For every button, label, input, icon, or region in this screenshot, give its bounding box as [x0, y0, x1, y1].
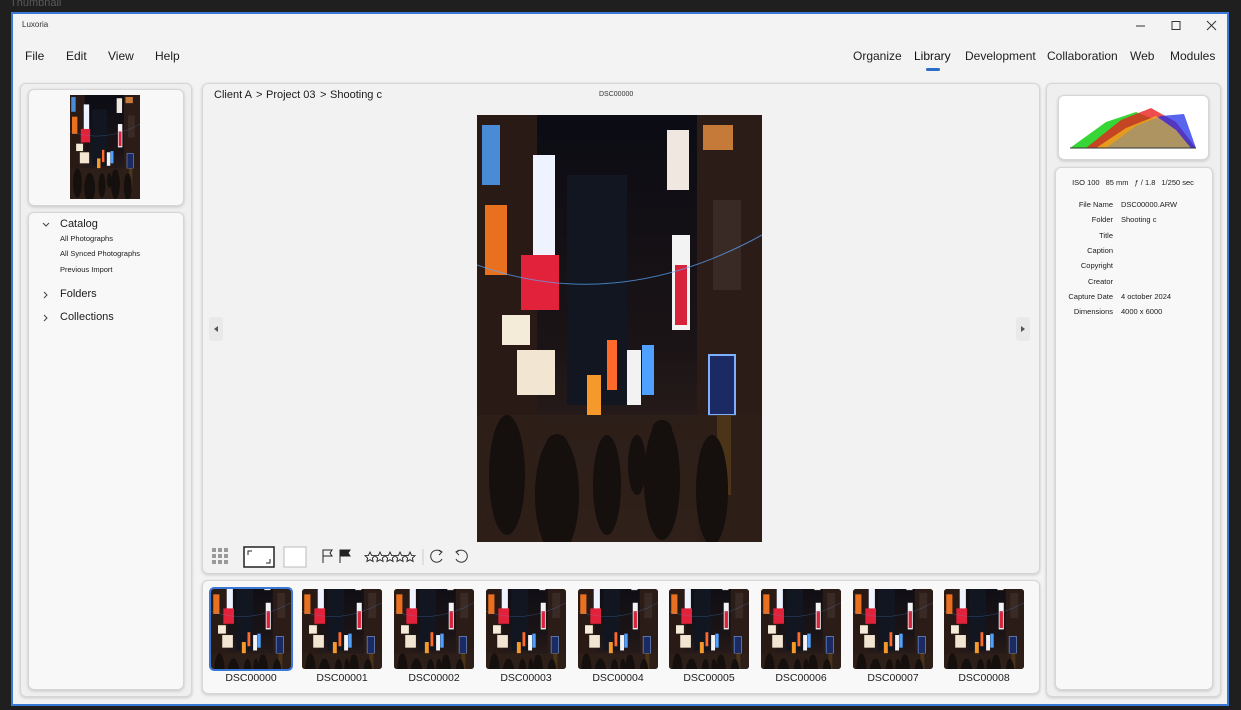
film-thumbnail[interactable] [944, 589, 1024, 669]
film-thumbnail[interactable] [302, 589, 382, 669]
breadcrumb-separator: > [320, 89, 327, 101]
film-label[interactable]: DSC00002 [408, 672, 460, 684]
info-card [1055, 167, 1213, 690]
breadcrumb-item[interactable]: Project 03 [266, 89, 316, 101]
metadata-label: Folder [1091, 215, 1113, 225]
breadcrumb-separator: > [256, 89, 263, 101]
image-name: DSC00000 [599, 91, 634, 98]
tree-leaf[interactable]: All Photographs [60, 234, 113, 243]
film-label[interactable]: DSC00003 [500, 672, 552, 684]
metadata-label: File Name [1078, 200, 1113, 209]
nav-tab[interactable]: Modules [1170, 49, 1216, 63]
nav-tab[interactable]: Organize [853, 49, 902, 63]
metadata-label: Capture Date [1068, 291, 1113, 301]
tree-node[interactable]: Collections [60, 310, 114, 323]
metadata-label: Dimensions [1073, 307, 1113, 317]
metadata-value: 4 october 2024 [1121, 291, 1172, 301]
film-thumbnail[interactable] [761, 589, 841, 669]
tree-node[interactable]: Folders [60, 287, 97, 300]
breadcrumb-item[interactable]: Client A [214, 89, 252, 101]
film-label[interactable]: DSC00005 [683, 672, 735, 684]
menu-item[interactable]: File [25, 49, 45, 63]
metadata-value: DSC00000.ARW [1121, 200, 1178, 209]
window-title: Luxoria [22, 20, 49, 29]
film-thumbnail[interactable] [853, 589, 933, 669]
window-controls[interactable] [1130, 18, 1225, 34]
metadata-value: 4000 x 6000 [1121, 307, 1163, 317]
menu-item[interactable]: Help [155, 49, 180, 63]
nav-tab[interactable]: Collaboration [1047, 49, 1118, 63]
tree-node[interactable]: Catalog [60, 218, 98, 230]
next-arrow[interactable] [1016, 317, 1030, 341]
breadcrumb-item[interactable]: Shooting c [330, 89, 382, 101]
film-thumbnail[interactable] [486, 589, 566, 669]
exif-row: ISO 100 85 mm ƒ / 1.8 1/250 sec [1055, 178, 1211, 187]
exif-value: 1/250 sec [1161, 178, 1194, 187]
film-thumbnail[interactable] [394, 589, 474, 669]
exif-value: 85 mm [1105, 178, 1129, 187]
metadata-label: Creator [1087, 276, 1113, 286]
main-photo [477, 115, 762, 542]
exif-value: ISO 100 [1072, 178, 1100, 187]
menu-item[interactable]: View [108, 49, 134, 63]
metadata-label: Caption [1087, 245, 1113, 255]
menu-item[interactable]: Edit [66, 49, 87, 63]
nav-tab[interactable]: Web [1130, 49, 1155, 63]
film-label[interactable]: DSC00000 [225, 672, 277, 684]
histogram [1070, 108, 1196, 149]
nav-tab[interactable]: Development [965, 49, 1036, 63]
top-label: Thumbnail [10, 0, 62, 9]
film-label[interactable]: DSC00007 [867, 672, 919, 684]
film-label[interactable]: DSC00001 [316, 672, 368, 684]
viewer-toolbar[interactable] [210, 545, 475, 569]
exif-value: ƒ / 1.8 [1134, 178, 1156, 187]
metadata-label: Copyright [1080, 261, 1113, 271]
film-thumbnail[interactable] [578, 589, 658, 669]
film-label[interactable]: DSC00006 [775, 672, 827, 684]
metadata-value: Shooting c [1121, 215, 1157, 225]
tree-card [28, 212, 184, 690]
tree-leaf[interactable]: Previous Import [60, 264, 113, 274]
metadata-label: Title [1099, 230, 1113, 240]
prev-arrow[interactable] [209, 317, 223, 341]
active-tab-indicator [926, 68, 940, 71]
preview-thumbnail [70, 95, 140, 199]
film-thumbnail[interactable] [669, 589, 749, 669]
film-label[interactable]: DSC00004 [592, 672, 644, 684]
film-thumbnail[interactable] [209, 587, 293, 671]
film-label[interactable]: DSC00008 [958, 672, 1010, 684]
tree-leaf[interactable]: All Synced Photographs [60, 249, 141, 259]
nav-tab[interactable]: Library [914, 49, 951, 63]
